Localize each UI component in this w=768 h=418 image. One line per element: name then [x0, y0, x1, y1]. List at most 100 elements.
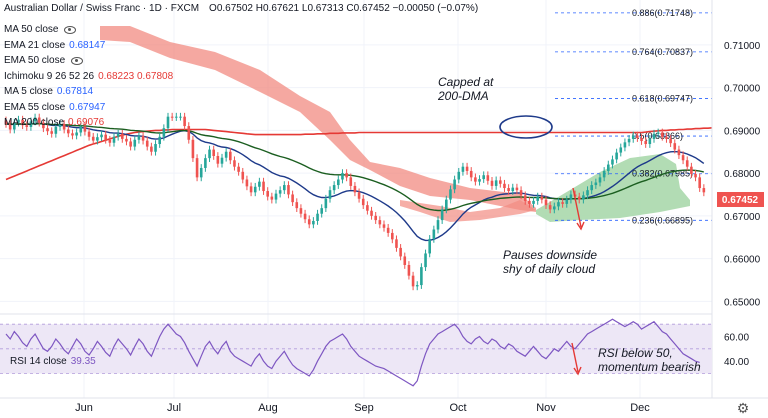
candle-body	[328, 190, 332, 199]
candle-body	[474, 177, 477, 182]
pauses-annotation-line2: shy of daily cloud	[503, 262, 595, 276]
symbol-title[interactable]: Australian Dollar / Swiss Franc · 1D · F…	[4, 3, 200, 14]
candle-body	[42, 122, 45, 129]
rsi-tick-label: 40.00	[724, 357, 749, 368]
price-tick-label: 0.69000	[724, 126, 761, 137]
candle-body	[320, 208, 323, 214]
candle-body	[586, 190, 589, 196]
candle-body	[141, 135, 145, 141]
candle-body	[216, 156, 220, 164]
price-tick-label: 0.68000	[724, 169, 761, 180]
candle-body	[548, 205, 552, 210]
candle-body	[507, 188, 510, 192]
bearish-cloud-lower	[400, 200, 536, 222]
candle-body	[37, 117, 41, 123]
candle-body	[644, 141, 647, 145]
candle-body	[627, 138, 631, 143]
candle-body	[54, 126, 58, 134]
candle-body	[345, 173, 348, 178]
legend-row[interactable]: MA 5 close 0.67814	[4, 84, 173, 100]
candle-body	[25, 125, 29, 127]
candle-body	[694, 173, 697, 178]
candle-body	[112, 136, 116, 143]
legend-row[interactable]: EMA 50 close	[4, 53, 173, 69]
visibility-eye-icon[interactable]	[64, 25, 77, 34]
candle-body	[648, 138, 652, 145]
candle-body	[478, 179, 481, 182]
candle-body	[104, 134, 107, 140]
candle-body	[133, 139, 137, 147]
capped-annotation-line2: 200-DMA	[437, 89, 489, 103]
candle-body	[291, 194, 294, 203]
visibility-eye-icon[interactable]	[71, 56, 84, 65]
candle-body	[175, 116, 178, 118]
candle-body	[162, 128, 166, 137]
candle-body	[150, 146, 153, 152]
candle-body	[561, 202, 564, 204]
legend-row[interactable]: Ichimoku 9 26 52 26 0.68223 0.67808	[4, 69, 173, 85]
candle-body	[258, 181, 261, 187]
legend-row[interactable]: MA 200 close 0.69076	[4, 115, 173, 131]
rsi-annotation-line1: RSI below 50,	[598, 346, 673, 360]
fib-level-label: 0.886(0.71748)	[632, 8, 693, 18]
candle-body	[353, 185, 357, 193]
bearish-cloud	[100, 26, 536, 212]
candle-body	[233, 160, 236, 167]
candle-body	[411, 275, 415, 287]
time-tick-label: Nov	[536, 402, 556, 414]
candle-body	[557, 202, 560, 207]
candle-body	[636, 135, 639, 139]
legend-label: MA 50 close	[4, 24, 59, 35]
legend-row[interactable]: EMA 55 close 0.67947	[4, 100, 173, 116]
candle-body	[503, 183, 506, 189]
rsi-line	[5, 318, 700, 387]
candle-body	[598, 177, 602, 183]
time-tick-label: Jul	[167, 402, 181, 414]
settings-gear-icon[interactable]: ⚙	[736, 400, 750, 416]
candle-body	[129, 141, 132, 147]
candle-body	[46, 128, 49, 132]
candle-body	[337, 179, 340, 186]
legend-row[interactable]: MA 50 close	[4, 22, 173, 38]
candle-body	[465, 166, 469, 171]
candle-body	[357, 192, 361, 199]
candle-body	[212, 149, 215, 156]
candle-body	[91, 136, 95, 141]
candle-body	[79, 126, 83, 133]
candle-body	[283, 185, 286, 191]
candle-body	[407, 264, 411, 276]
candle-body	[432, 229, 436, 239]
candle-body	[204, 158, 207, 168]
candle-body	[199, 167, 203, 178]
price-tick-label: 0.71000	[724, 41, 761, 52]
candle-body	[619, 147, 623, 153]
candle-body	[361, 198, 365, 206]
candle-body	[121, 133, 124, 139]
price-down-arrow	[572, 187, 582, 228]
candle-body	[274, 193, 278, 200]
candle-body	[523, 195, 527, 201]
candle-body	[145, 140, 149, 147]
cap-circle	[499, 115, 553, 139]
price-tick-label: 0.66000	[724, 255, 761, 266]
candle-body	[382, 224, 386, 228]
rsi-down-arrow	[571, 342, 579, 373]
candle-body	[307, 219, 311, 225]
legend-row[interactable]: EMA 21 close 0.68147	[4, 38, 173, 54]
candle-body	[96, 137, 99, 141]
candle-body	[673, 143, 677, 150]
candle-body	[324, 198, 328, 209]
candle-body	[253, 186, 257, 193]
legend-value: 0.68223 0.67808	[98, 70, 174, 82]
candle-body	[490, 180, 494, 186]
legend-label: EMA 50 close	[4, 55, 66, 66]
candle-body	[195, 158, 199, 178]
candle-body	[278, 190, 282, 194]
candle-body	[482, 175, 485, 180]
candle-body	[544, 199, 548, 206]
candle-body	[29, 121, 33, 127]
rsi-pane: 40.00 60.00	[0, 313, 749, 387]
candle-body	[13, 122, 16, 130]
candle-body	[391, 232, 394, 240]
candle-body	[378, 220, 382, 225]
